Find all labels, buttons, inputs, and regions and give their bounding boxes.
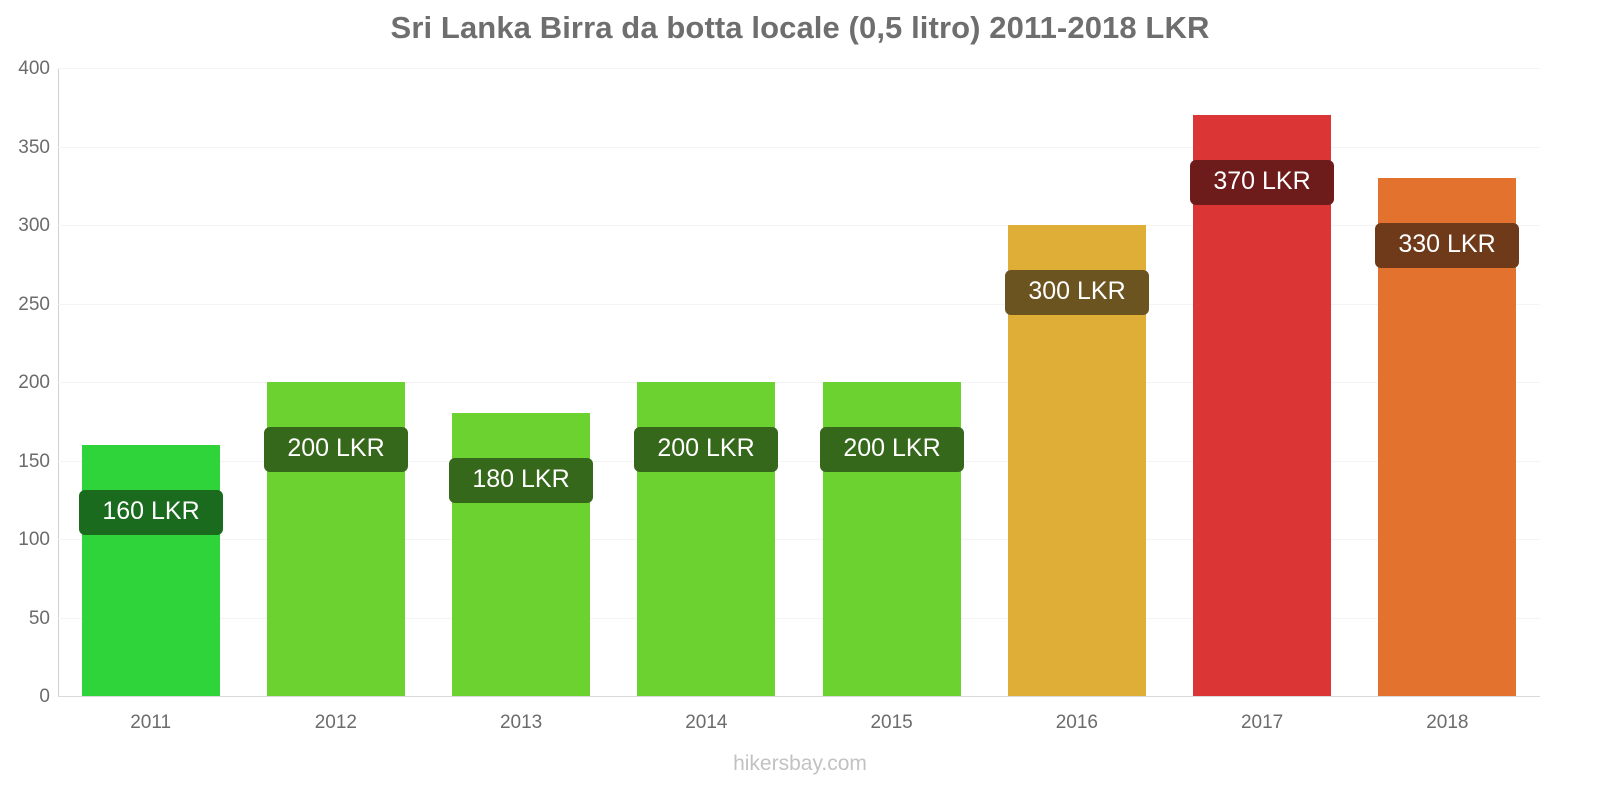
- bar-group[interactable]: 200 LKR: [820, 68, 964, 696]
- y-axis-tick-label: 400: [18, 58, 50, 79]
- bar-value-label: 200 LKR: [820, 427, 964, 472]
- bar-value-label: 300 LKR: [1005, 270, 1149, 315]
- bar[interactable]: [452, 413, 590, 696]
- bar-value-label: 330 LKR: [1375, 222, 1519, 268]
- gridline: [58, 68, 1540, 69]
- bar-value-label: 200 LKR: [634, 427, 778, 472]
- x-axis-tick-label: 2014: [685, 712, 728, 733]
- y-axis-tick-label: 150: [18, 450, 50, 472]
- footer-credit: hikersbay.com: [733, 752, 867, 775]
- y-axis-tick-label: 100: [18, 529, 50, 550]
- x-axis-tick-label: 2015: [870, 712, 913, 733]
- bar-group[interactable]: 330 LKR: [1375, 68, 1519, 696]
- gridline: [58, 460, 1540, 462]
- bar-value-label: 200 LKR: [264, 427, 408, 472]
- gridline: [58, 303, 1540, 305]
- x-axis-tick-label: 2018: [1426, 712, 1469, 733]
- y-axis-tick-label: 200: [18, 372, 50, 393]
- bar-group[interactable]: 200 LKR: [264, 68, 408, 696]
- gridlines: [58, 68, 1540, 697]
- bar-group[interactable]: 300 LKR: [1005, 68, 1149, 696]
- x-axis-tick-label: 2011: [130, 712, 172, 733]
- gridline: [58, 696, 1540, 697]
- gridline: [58, 382, 1540, 383]
- gridline: [58, 617, 1540, 619]
- x-axis-tick-label: 2016: [1055, 712, 1099, 733]
- chart-title: Sri Lanka Birra da botta locale (0,5 lit…: [390, 10, 1210, 45]
- bar-value-label: 180 LKR: [449, 458, 593, 504]
- bar-value-label: 370 LKR: [1190, 160, 1334, 206]
- y-axis-tick-label: 50: [28, 607, 50, 629]
- y-axis-tick-label: 0: [39, 686, 50, 707]
- bar-group[interactable]: 160 LKR: [79, 68, 223, 696]
- x-axis-tick-label: 2013: [499, 712, 543, 733]
- bar-group[interactable]: 180 LKR: [449, 68, 593, 696]
- x-axis-tick-label: 2017: [1240, 712, 1284, 733]
- gridline: [58, 539, 1540, 540]
- y-axis-tick-label: 350: [18, 136, 50, 158]
- bar[interactable]: [1193, 115, 1331, 696]
- y-axis-tick-label: 300: [18, 215, 50, 236]
- bar-value-label: 160 LKR: [79, 489, 223, 535]
- y-axis-tick-label: 250: [18, 293, 50, 315]
- bar-group[interactable]: 370 LKR: [1190, 68, 1334, 696]
- x-axis-tick-label: 2012: [314, 712, 358, 733]
- plot-area: 160 LKR 200 LKR 180 LKR 200 LKR 200 LKR 300 L…: [58, 68, 1540, 697]
- gridline: [58, 225, 1540, 226]
- bars-layer: 160 LKR 200 LKR 180 LKR 200 LKR 200 LKR 300 L…: [58, 68, 1540, 696]
- bar-group[interactable]: 200 LKR: [634, 68, 778, 696]
- bar[interactable]: [82, 444, 220, 696]
- gridline: [58, 146, 1540, 148]
